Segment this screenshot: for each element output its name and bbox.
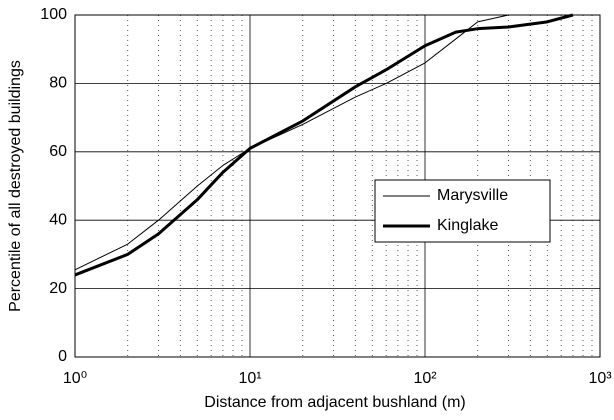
y-tick-label: 0 (58, 348, 67, 365)
legend-label: Marysville (437, 187, 508, 204)
y-tick-label: 60 (49, 143, 67, 160)
legend-box (374, 179, 551, 243)
data-line (74, 13, 574, 277)
x-axis-label: Distance from adjacent bushland (m) (204, 394, 465, 411)
legend-label: Kinglake (437, 217, 498, 234)
y-tick-label: 40 (49, 211, 67, 228)
y-tick-label: 100 (40, 6, 67, 23)
y-axis-label: Percentile of all destroyed buildings (7, 60, 24, 312)
data-line (74, 14, 573, 271)
x-tick-label: 10³ (588, 370, 612, 387)
y-tick-label: 20 (49, 280, 67, 297)
x-tick-label: 10⁰ (63, 370, 87, 387)
plot-frame (74, 14, 601, 358)
y-tick-label: 80 (49, 75, 67, 92)
x-tick-label: 10² (413, 370, 437, 387)
x-tick-label: 10¹ (238, 370, 261, 387)
